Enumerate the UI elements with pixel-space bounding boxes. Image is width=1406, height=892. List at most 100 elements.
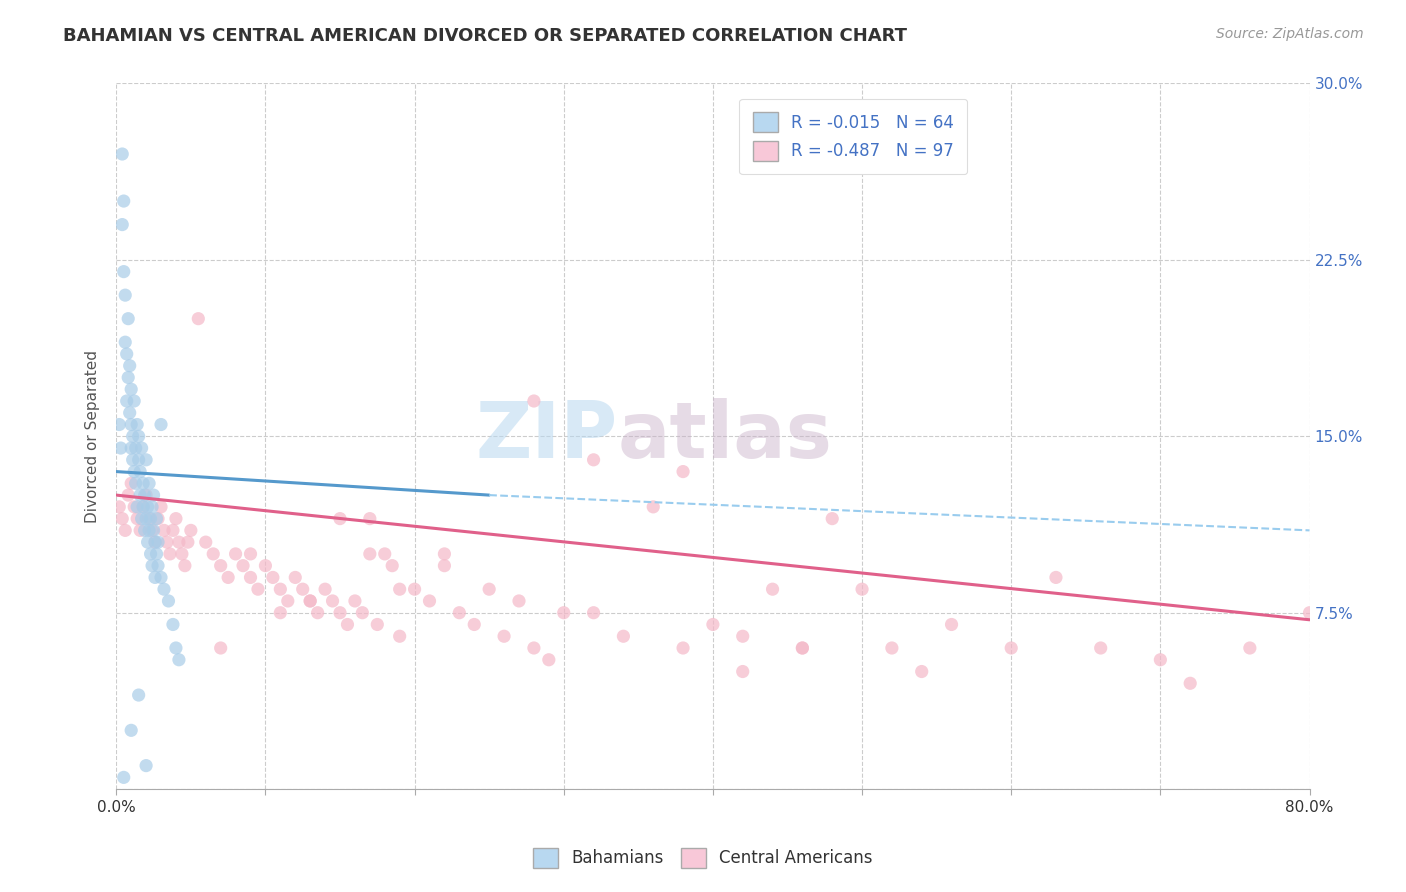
Point xyxy=(135,511,157,525)
Point xyxy=(582,452,605,467)
Point xyxy=(209,558,232,573)
Point xyxy=(136,535,159,549)
Point xyxy=(131,511,153,525)
Point xyxy=(118,359,141,373)
Point xyxy=(110,441,132,455)
Point xyxy=(120,476,142,491)
Point xyxy=(135,758,157,772)
Point xyxy=(122,394,145,409)
Point xyxy=(731,629,754,643)
Point xyxy=(153,582,176,597)
Point xyxy=(232,558,254,573)
Point xyxy=(329,511,352,525)
Point xyxy=(463,617,485,632)
Point xyxy=(141,558,163,573)
Point xyxy=(150,500,173,514)
Point xyxy=(117,370,139,384)
Point xyxy=(672,640,695,655)
Text: Source: ZipAtlas.com: Source: ZipAtlas.com xyxy=(1216,27,1364,41)
Point xyxy=(202,547,225,561)
Point xyxy=(122,500,145,514)
Point xyxy=(118,406,141,420)
Point xyxy=(111,511,134,525)
Point xyxy=(246,582,269,597)
Point xyxy=(322,594,344,608)
Point xyxy=(142,524,165,538)
Point xyxy=(165,511,187,525)
Point xyxy=(167,653,190,667)
Point xyxy=(117,311,139,326)
Point xyxy=(128,452,150,467)
Point xyxy=(217,570,239,584)
Point xyxy=(433,558,456,573)
Point xyxy=(254,558,277,573)
Point xyxy=(115,394,138,409)
Point xyxy=(139,547,162,561)
Point xyxy=(239,570,262,584)
Point xyxy=(225,547,247,561)
Point xyxy=(537,653,560,667)
Point xyxy=(132,476,155,491)
Point xyxy=(143,535,166,549)
Point xyxy=(127,417,149,432)
Point xyxy=(128,429,150,443)
Point xyxy=(702,617,724,632)
Point xyxy=(139,511,162,525)
Point xyxy=(146,511,169,525)
Point xyxy=(418,594,440,608)
Point xyxy=(138,511,160,525)
Point xyxy=(146,558,169,573)
Point xyxy=(508,594,530,608)
Point xyxy=(108,417,131,432)
Point xyxy=(851,582,873,597)
Point xyxy=(1180,676,1202,690)
Point xyxy=(141,500,163,514)
Point xyxy=(127,500,149,514)
Point xyxy=(187,311,209,326)
Point xyxy=(115,347,138,361)
Point xyxy=(262,570,284,584)
Point xyxy=(150,417,173,432)
Point xyxy=(761,582,783,597)
Point xyxy=(177,535,200,549)
Point xyxy=(108,500,131,514)
Point xyxy=(157,594,180,608)
Point xyxy=(404,582,426,597)
Point xyxy=(523,394,546,409)
Point xyxy=(159,547,181,561)
Point xyxy=(121,452,143,467)
Point xyxy=(111,218,134,232)
Point xyxy=(821,511,844,525)
Text: atlas: atlas xyxy=(617,399,832,475)
Point xyxy=(239,547,262,561)
Point xyxy=(388,629,411,643)
Point xyxy=(194,535,217,549)
Point xyxy=(143,570,166,584)
Point xyxy=(129,465,152,479)
Point xyxy=(142,488,165,502)
Point xyxy=(299,594,322,608)
Point xyxy=(138,476,160,491)
Point xyxy=(1045,570,1067,584)
Point xyxy=(117,488,139,502)
Point xyxy=(381,558,404,573)
Point xyxy=(146,535,169,549)
Point xyxy=(156,535,179,549)
Point xyxy=(553,606,575,620)
Point xyxy=(114,335,136,350)
Point xyxy=(120,723,142,738)
Point xyxy=(314,582,336,597)
Point xyxy=(129,524,152,538)
Point xyxy=(291,582,314,597)
Point xyxy=(329,606,352,620)
Point xyxy=(1298,606,1320,620)
Point xyxy=(120,441,142,455)
Point xyxy=(612,629,634,643)
Point xyxy=(374,547,396,561)
Point xyxy=(135,452,157,467)
Point xyxy=(136,500,159,514)
Point xyxy=(122,465,145,479)
Point xyxy=(114,524,136,538)
Point xyxy=(792,640,814,655)
Point xyxy=(111,147,134,161)
